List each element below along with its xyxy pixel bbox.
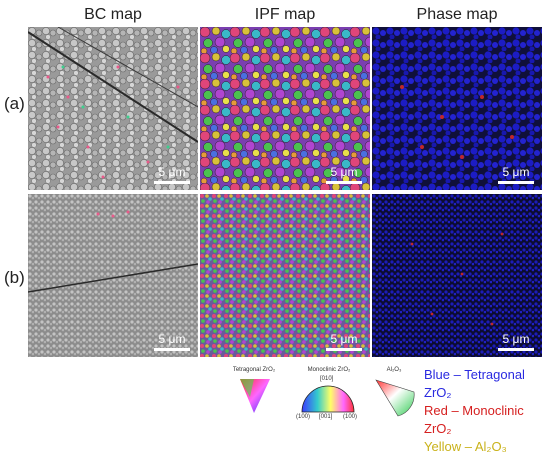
bc-map-title: BC map: [84, 6, 142, 23]
ipf-map-b: 5 μm: [200, 194, 370, 357]
row-label-a: (a): [4, 94, 25, 113]
phase-map-a: 5 μm: [372, 27, 542, 190]
scale-bar: 5 μm: [154, 332, 190, 351]
legend-alumina: Yellow – Al₂O₃: [424, 439, 507, 454]
ipf-key-alumina-title: Al₂O₃: [386, 367, 402, 373]
scale-bar: 5 μm: [326, 165, 362, 184]
ipf-key-mono-mid: [001]: [319, 414, 333, 420]
phase-map-title: Phase map: [416, 6, 498, 23]
ipf-key-mono-right: (100): [343, 414, 358, 420]
ipf-key-mono-left: (100): [296, 414, 311, 420]
ipf-key-alumina: [375, 379, 415, 417]
ipf-key-monoclinic: [301, 385, 355, 413]
legend-tetragonal: Blue – Tetragonal ZrO₂: [424, 367, 525, 400]
row-label-b: (b): [4, 268, 25, 287]
legend-monoclinic: Red – Monoclinic ZrO₂: [424, 403, 524, 436]
bc-map-a: 5 μm: [28, 27, 198, 190]
scale-bar: 5 μm: [498, 332, 534, 351]
scale-bar: 5 μm: [498, 165, 534, 184]
scale-bar: 5 μm: [154, 165, 190, 184]
ipf-map-title: IPF map: [254, 6, 316, 23]
scale-bar: 5 μm: [326, 332, 362, 351]
bc-map-b: 5 μm: [28, 194, 198, 357]
phase-legend: Blue – Tetragonal ZrO₂ Red – Monoclinic …: [424, 366, 550, 456]
phase-map-b: 5 μm: [372, 194, 542, 357]
ipf-key-tetragonal: [240, 379, 270, 413]
ipf-key-monoclinic-title: Monoclinic ZrO₂: [307, 367, 351, 373]
ipf-key-tetragonal-title: Tetragonal ZrO₂: [232, 367, 276, 373]
ipf-key-mono-top: [010]: [320, 376, 334, 382]
ipf-map-a: 5 μm: [200, 27, 370, 190]
